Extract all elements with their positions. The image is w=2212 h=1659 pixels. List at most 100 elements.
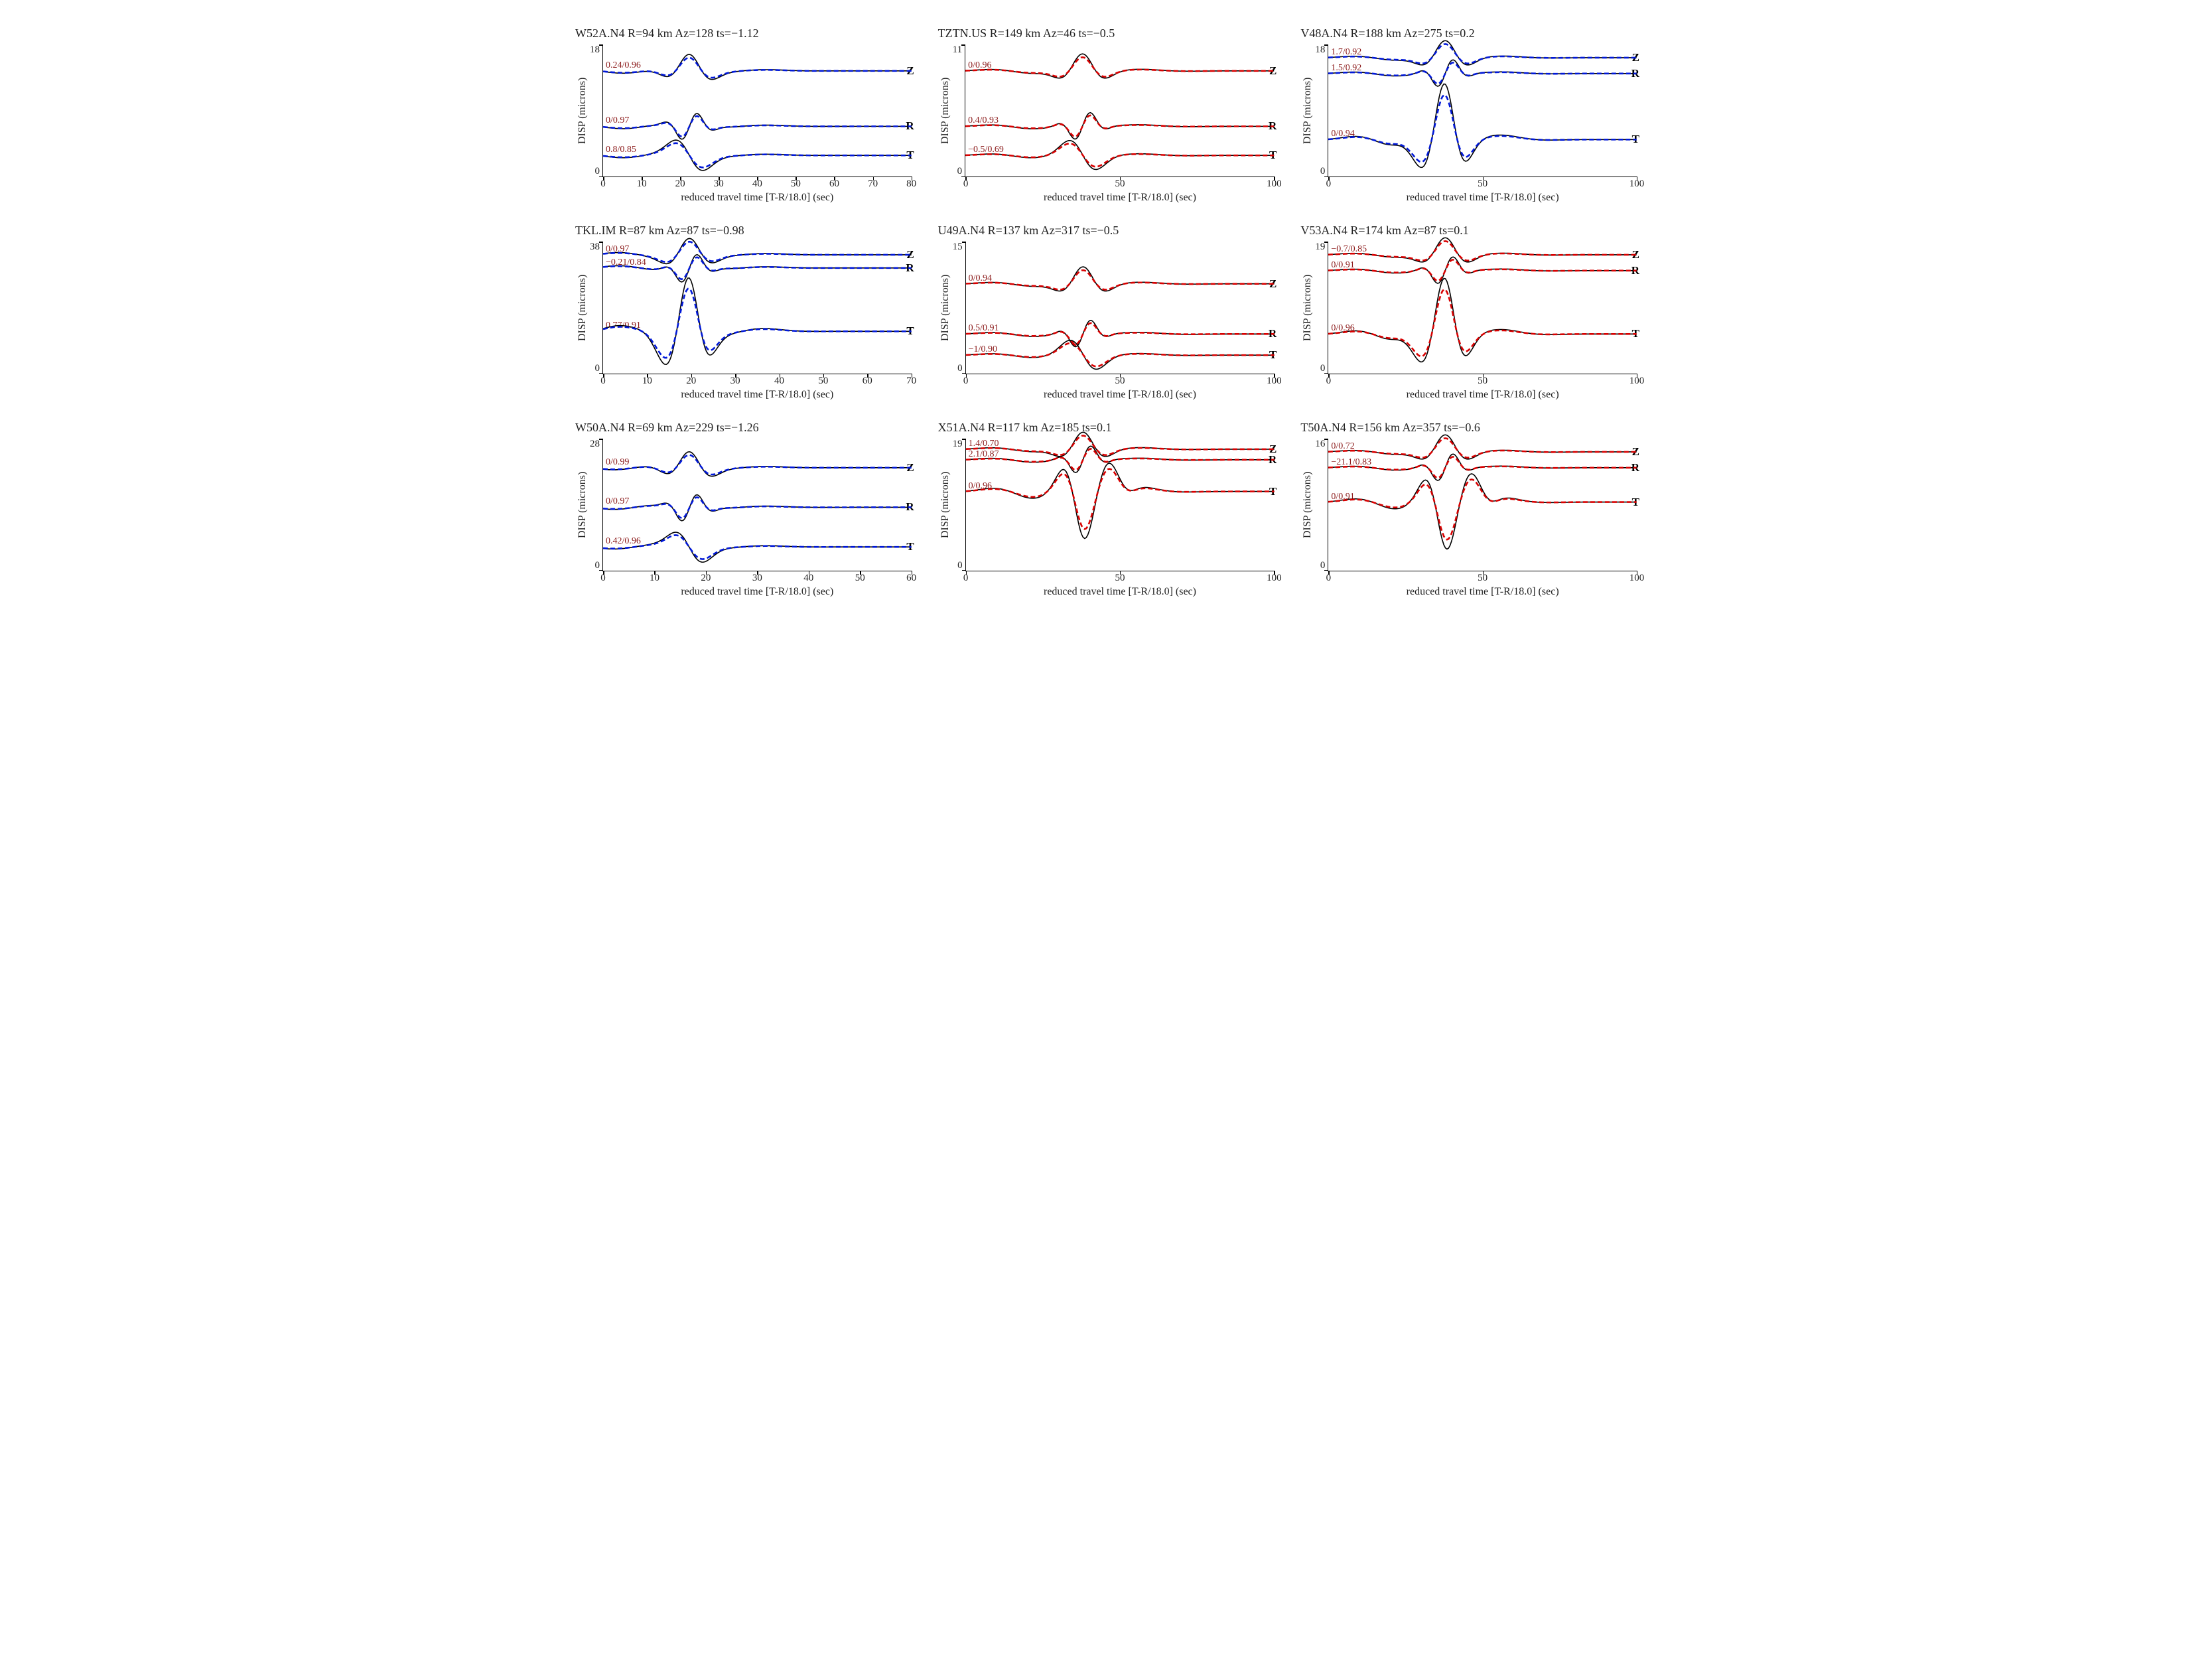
trace-synthetic-R — [965, 115, 1274, 137]
panel-p5: V53A.N4 R=174 km Az=87 ts=0.1 DISP (micro… — [1300, 224, 1637, 401]
y-axis-label: DISP (microns) — [575, 439, 590, 571]
trace-observed-Z — [603, 238, 912, 263]
trace-synthetic-R — [1328, 62, 1637, 84]
plot-area: Z1.4/0.70R2.1/0.87T0/0.96 — [965, 439, 1275, 571]
trace-synthetic-R — [1328, 259, 1637, 281]
plot-wrap: DISP (microns)150Z0/0.94R0.5/0.91T−1/0.9… — [938, 242, 1275, 374]
panel-p4: U49A.N4 R=137 km Az=317 ts=−0.5 DISP (mic… — [938, 224, 1275, 401]
x-axis-label: reduced travel time [T-R/18.0] (sec) — [603, 192, 912, 204]
trace-synthetic-Z — [603, 58, 912, 78]
y-axis-label: DISP (microns) — [938, 242, 953, 374]
trace-synthetic-R — [603, 116, 912, 137]
plot-wrap: DISP (microns)180Z1.7/0.92R1.5/0.92T0/0.… — [1300, 44, 1637, 177]
trace-observed-T — [1328, 279, 1637, 362]
trace-synthetic-Z — [966, 270, 1275, 289]
y-axis-ticks: 150 — [953, 242, 965, 374]
trace-observed-Z — [1328, 40, 1637, 65]
plot-wrap: DISP (microns)190Z−0.7/0.85R0/0.91T0/0.9… — [1300, 242, 1637, 374]
trace-synthetic-Z — [1328, 44, 1637, 63]
trace-observed-T — [1328, 474, 1637, 549]
y-axis-label: DISP (microns) — [1300, 439, 1315, 571]
y-axis-ticks: 190 — [953, 439, 965, 571]
y-axis-label: DISP (microns) — [938, 44, 953, 177]
plot-wrap: DISP (microns)280Z0/0.99R0/0.97T0.42/0.9… — [575, 439, 912, 571]
trace-synthetic-T — [966, 469, 1275, 530]
panel-title: TKL.IM R=87 km Az=87 ts=−0.98 — [575, 224, 912, 238]
trace-synthetic-Z — [603, 455, 912, 475]
x-axis-label: reduced travel time [T-R/18.0] (sec) — [966, 389, 1275, 401]
plot-area: Z0/0.96R0.4/0.93T−0.5/0.69 — [965, 44, 1274, 177]
y-axis-ticks: 160 — [1315, 439, 1328, 571]
panel-title: X51A.N4 R=117 km Az=185 ts=0.1 — [938, 421, 1275, 435]
trace-synthetic-Z — [1328, 241, 1637, 260]
trace-observed-Z — [603, 54, 912, 80]
y-axis-ticks: 280 — [590, 439, 602, 571]
trace-synthetic-T — [965, 143, 1274, 167]
x-axis-label: reduced travel time [T-R/18.0] (sec) — [1328, 389, 1637, 401]
x-axis-ticks: 010203040506070 — [603, 376, 912, 388]
x-axis-label: reduced travel time [T-R/18.0] (sec) — [603, 389, 912, 401]
plot-area: Z−0.7/0.85R0/0.91T0/0.96 — [1328, 242, 1637, 374]
x-axis-ticks: 050100 — [1328, 573, 1637, 585]
y-axis-label: DISP (microns) — [1300, 44, 1315, 177]
trace-synthetic-T — [1328, 479, 1637, 540]
x-axis-label: reduced travel time [T-R/18.0] (sec) — [966, 192, 1275, 204]
x-axis-ticks: 050100 — [1328, 179, 1637, 190]
panel-p6: W50A.N4 R=69 km Az=229 ts=−1.26 DISP (mic… — [575, 421, 912, 598]
panel-p7: X51A.N4 R=117 km Az=185 ts=0.1 DISP (micr… — [938, 421, 1275, 598]
x-axis-ticks: 050100 — [966, 573, 1275, 585]
x-axis-label: reduced travel time [T-R/18.0] (sec) — [1328, 192, 1637, 204]
trace-synthetic-T — [1328, 95, 1637, 162]
y-axis-ticks: 180 — [590, 44, 602, 177]
trace-synthetic-T — [603, 289, 912, 358]
trace-observed-Z — [1328, 435, 1637, 459]
panel-p1: TZTN.US R=149 km Az=46 ts=−0.5 DISP (micr… — [938, 27, 1275, 204]
panel-title: W50A.N4 R=69 km Az=229 ts=−1.26 — [575, 421, 912, 435]
x-axis-label: reduced travel time [T-R/18.0] (sec) — [1328, 586, 1637, 598]
trace-observed-Z — [966, 432, 1275, 457]
x-axis-ticks: 050100 — [966, 376, 1275, 388]
trace-synthetic-T — [603, 535, 912, 559]
panel-title: W52A.N4 R=94 km Az=128 ts=−1.12 — [575, 27, 912, 40]
trace-observed-Z — [965, 54, 1274, 78]
seismogram-grid: W52A.N4 R=94 km Az=128 ts=−1.12 DISP (mic… — [575, 27, 1637, 598]
panel-p0: W52A.N4 R=94 km Az=128 ts=−1.12 DISP (mic… — [575, 27, 912, 204]
trace-synthetic-R — [603, 257, 912, 279]
panel-p2: V48A.N4 R=188 km Az=275 ts=0.2 DISP (micr… — [1300, 27, 1637, 204]
plot-area: Z0/0.94R0.5/0.91T−1/0.90 — [965, 242, 1275, 374]
plot-area: Z1.7/0.92R1.5/0.92T0/0.94 — [1328, 44, 1637, 177]
panel-p8: T50A.N4 R=156 km Az=357 ts=−0.6 DISP (mic… — [1300, 421, 1637, 598]
x-axis-ticks: 050100 — [1328, 376, 1637, 388]
trace-synthetic-R — [1328, 457, 1637, 478]
trace-observed-Z — [966, 267, 1275, 291]
trace-observed-T — [966, 463, 1275, 538]
y-axis-ticks: 180 — [1315, 44, 1328, 177]
y-axis-label: DISP (microns) — [1300, 242, 1315, 374]
trace-synthetic-R — [966, 449, 1275, 470]
panel-title: V53A.N4 R=174 km Az=87 ts=0.1 — [1300, 224, 1637, 238]
trace-synthetic-R — [966, 323, 1275, 344]
y-axis-ticks: 110 — [953, 44, 965, 177]
trace-synthetic-Z — [603, 242, 912, 262]
y-axis-label: DISP (microns) — [575, 242, 590, 374]
panel-title: U49A.N4 R=137 km Az=317 ts=−0.5 — [938, 224, 1275, 238]
plot-wrap: DISP (microns)180Z0.24/0.96R0/0.97T0.8/0… — [575, 44, 912, 177]
panel-title: V48A.N4 R=188 km Az=275 ts=0.2 — [1300, 27, 1637, 40]
panel-title: TZTN.US R=149 km Az=46 ts=−0.5 — [938, 27, 1275, 40]
x-axis-label: reduced travel time [T-R/18.0] (sec) — [603, 586, 912, 598]
panel-title: T50A.N4 R=156 km Az=357 ts=−0.6 — [1300, 421, 1637, 435]
panel-p3: TKL.IM R=87 km Az=87 ts=−0.98 DISP (micro… — [575, 224, 912, 401]
plot-wrap: DISP (microns)190Z1.4/0.70R2.1/0.87T0/0.… — [938, 439, 1275, 571]
plot-wrap: DISP (microns)160Z0/0.72R−21.1/0.83T0/0.… — [1300, 439, 1637, 571]
trace-synthetic-Z — [1328, 438, 1637, 457]
trace-observed-Z — [1328, 238, 1637, 262]
trace-observed-T — [1328, 84, 1637, 168]
x-axis-ticks: 0102030405060 — [603, 573, 912, 585]
trace-synthetic-T — [966, 343, 1275, 366]
y-axis-ticks: 190 — [1315, 242, 1328, 374]
plot-wrap: DISP (microns)110Z0/0.96R0.4/0.93T−0.5/0… — [938, 44, 1275, 177]
trace-synthetic-Z — [966, 435, 1275, 455]
x-axis-label: reduced travel time [T-R/18.0] (sec) — [966, 586, 1275, 598]
plot-area: Z0/0.72R−21.1/0.83T0/0.91 — [1328, 439, 1637, 571]
y-axis-ticks: 380 — [590, 242, 602, 374]
